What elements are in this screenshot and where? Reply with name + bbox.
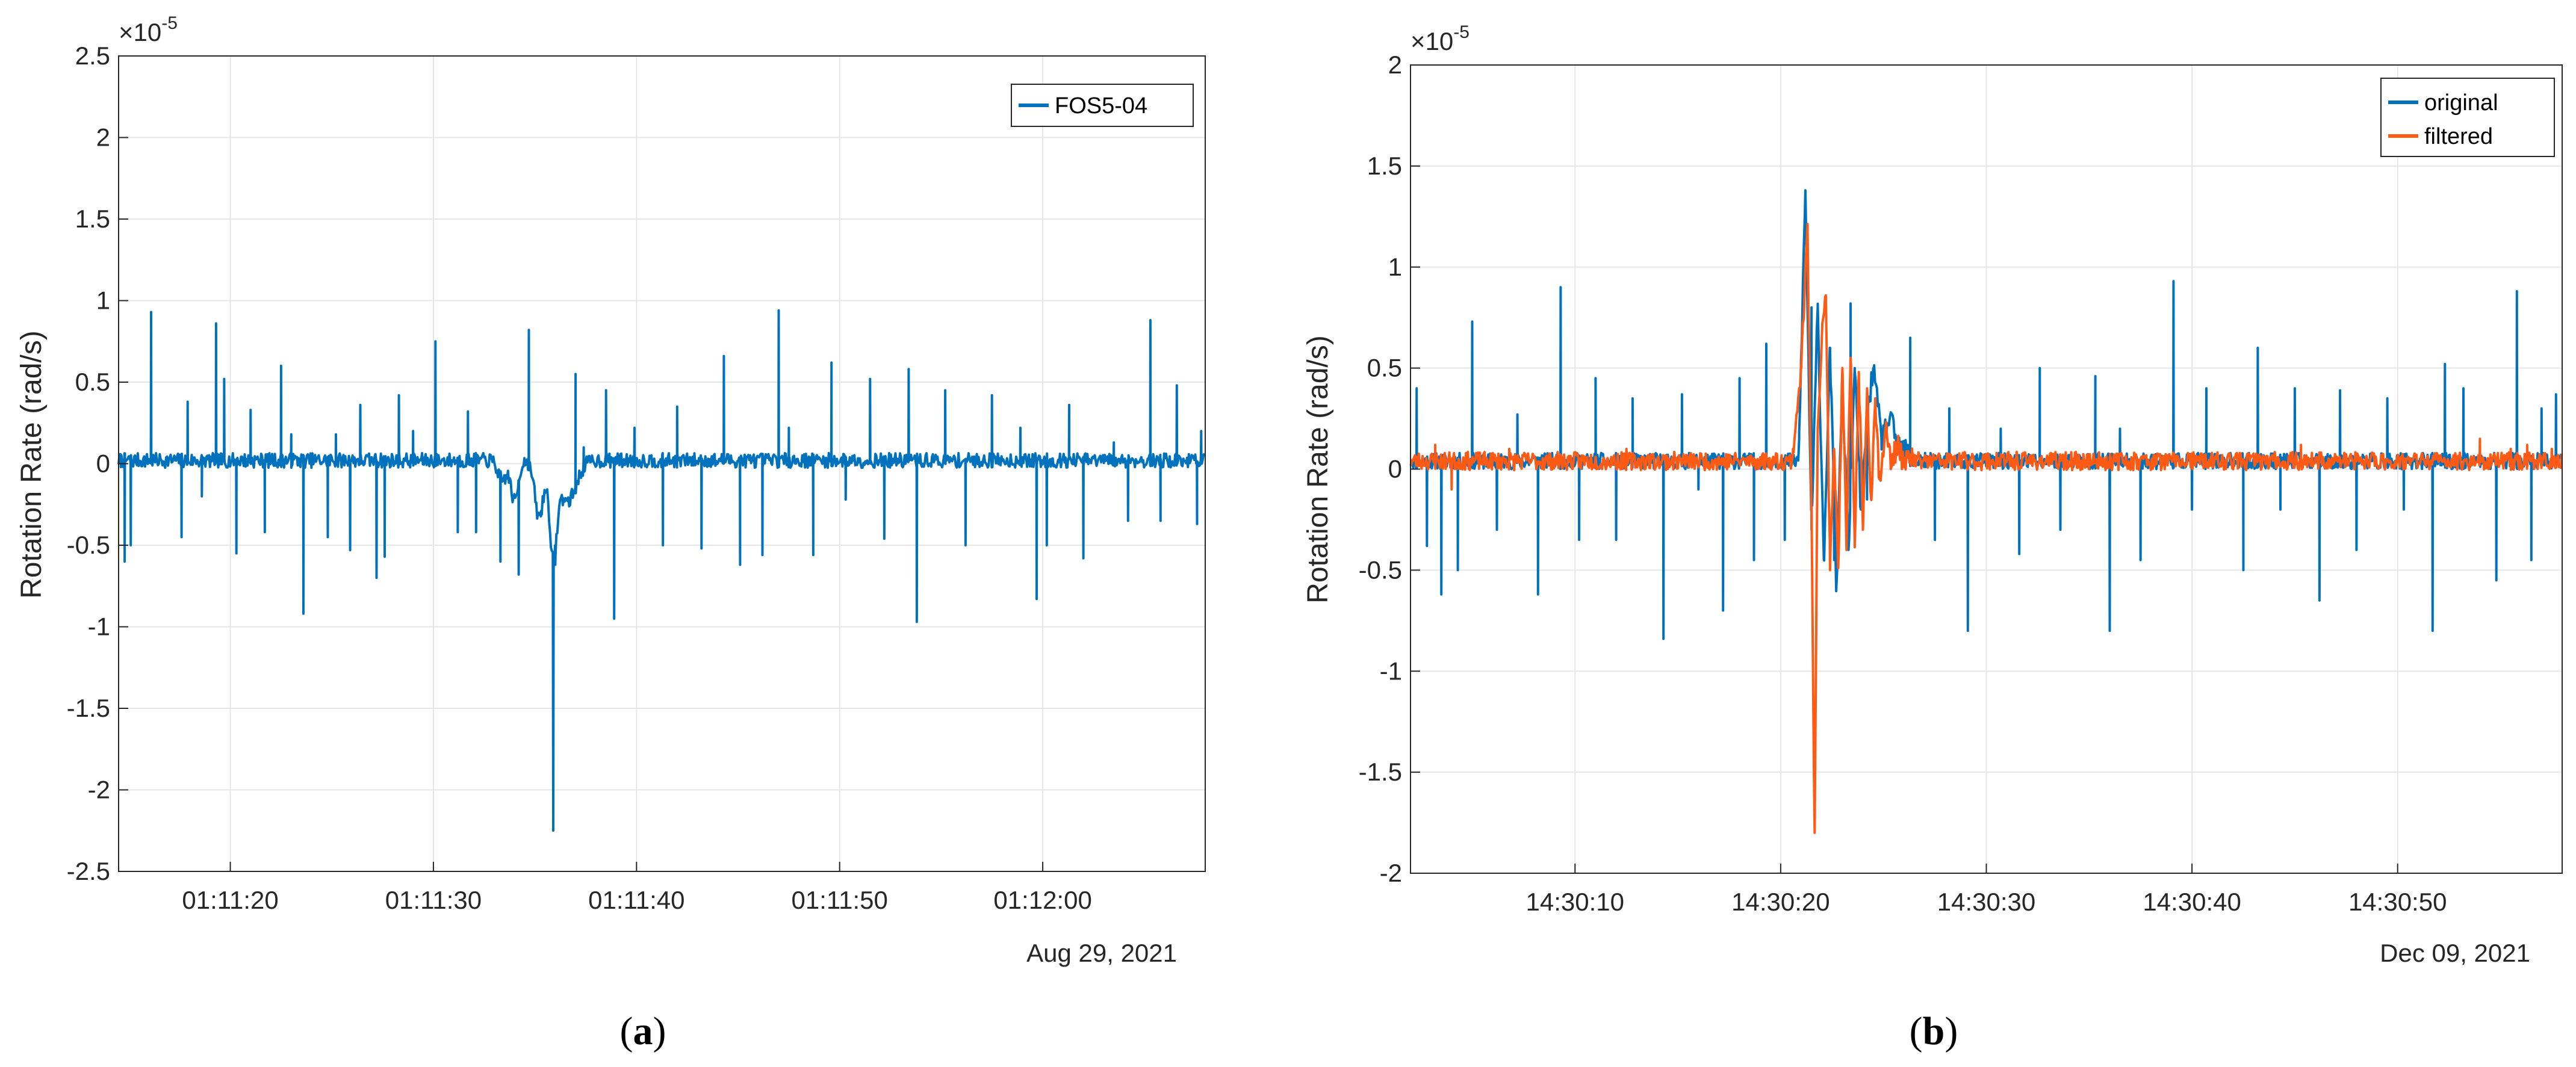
exponent-label-a: ×10-5: [119, 13, 178, 46]
y-tick-label: 0.5: [75, 368, 110, 396]
series-layer-b: [1409, 189, 2563, 834]
series-line-fos5-04: [117, 309, 1206, 832]
legend-box-b: [2380, 78, 2555, 157]
x-tick-label: 01:11:40: [588, 886, 684, 914]
x-tick-label: 01:11:50: [792, 886, 888, 914]
y-axis-label-b: Rotation Rate (rad/s): [1302, 335, 1334, 604]
y-tick-label: -1.5: [1359, 758, 1402, 786]
y-tick-label: 1: [1388, 253, 1402, 281]
x-tick-label: 01:12:00: [993, 886, 1092, 914]
legend-label-original: original: [2424, 90, 2498, 116]
series-line-original: [1409, 189, 2563, 640]
y-tick-label: -1: [1380, 657, 1402, 685]
chart-panel-b: 21.510.50-0.5-1-1.5-2 14:30:10 14:30:20 14…: [1302, 22, 2563, 1053]
series-line-filtered: [1409, 223, 2563, 834]
y-tick-label: 2: [96, 123, 110, 152]
x-tick-label: 01:11:20: [182, 886, 278, 914]
y-tick-label: 2.5: [75, 42, 110, 70]
x-tick-label: 14:30:50: [2348, 888, 2447, 916]
y-tick-label: 0: [96, 450, 110, 478]
y-tick-label: 0.5: [1367, 354, 1402, 382]
date-label-b: Dec 09, 2021: [2380, 939, 2530, 967]
y-tick-label: 1.5: [1367, 152, 1402, 180]
legend-a: FOS5-04: [1011, 84, 1194, 127]
legend-label-fos5-04: FOS5-04: [1055, 93, 1147, 119]
x-tick-label: 14:30:20: [1731, 888, 1830, 916]
series-layer-a: [117, 309, 1206, 832]
x-tick-label: 01:11:30: [385, 886, 482, 914]
chart-panel-a: 2.521.510.50-0.5-1-1.5-2-2.5 01:11:20 01:…: [16, 13, 1206, 1053]
y-tick-label: -1.5: [67, 694, 110, 722]
y-tick-labels-a: 2.5 2 1.5 1 0.5 0 -0.5 -1 -1.5 -2 -2.5: [67, 42, 128, 885]
x-tick-labels-b: 14:30:10 14:30:20 14:30:30 14:30:40 14:30:50: [1526, 864, 2447, 916]
y-tick-label: -0.5: [1359, 555, 1402, 584]
caption-a: (a): [620, 1009, 666, 1053]
exponent-label-b: ×10-5: [1411, 22, 1470, 55]
x-tick-label: 14:30:40: [2143, 888, 2241, 916]
y-tick-label: -2: [1380, 859, 1402, 887]
y-tick-labels-b: 2 1.5 1 0.5 0 -0.5 -1 -1.5 -2: [1359, 51, 1420, 887]
y-axis-label-a: Rotation Rate (rad/s): [16, 330, 48, 599]
legend-label-filtered: filtered: [2424, 124, 2493, 149]
date-label-a: Aug 29, 2021: [1026, 939, 1177, 967]
legend-b: original filtered: [2380, 78, 2555, 157]
x-tick-labels-a: 01:11:20 01:11:30 01:11:40 01:11:50 01:12:00: [182, 862, 1092, 914]
y-tick-label: -1: [88, 613, 110, 641]
y-tick-label: 1: [96, 286, 110, 315]
caption-b: (b): [1910, 1009, 1958, 1053]
y-tick-label: -0.5: [67, 531, 110, 559]
x-tick-label: 14:30:10: [1526, 888, 1625, 916]
y-tick-label: 2: [1388, 51, 1402, 79]
x-tick-label: 14:30:30: [1937, 888, 2036, 916]
y-tick-label: -2.5: [67, 857, 110, 885]
y-tick-label: 0: [1388, 455, 1402, 483]
y-tick-label: -2: [88, 776, 110, 804]
y-tick-label: 1.5: [75, 205, 110, 233]
